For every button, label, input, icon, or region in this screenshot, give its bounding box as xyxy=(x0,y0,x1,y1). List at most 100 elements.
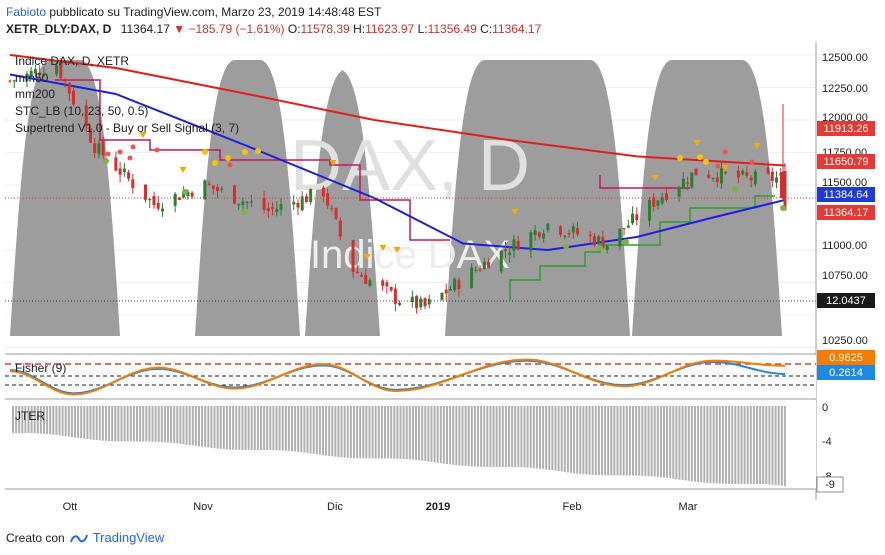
candle-body xyxy=(631,213,635,224)
jter-bar xyxy=(405,406,408,460)
candle-body xyxy=(271,207,275,209)
jter-bar xyxy=(98,406,101,441)
candle-body xyxy=(741,170,745,175)
fisher-pane[interactable] xyxy=(5,355,816,399)
jter-bar xyxy=(520,406,523,468)
candle-body xyxy=(724,172,728,174)
candle-body xyxy=(237,203,241,206)
jter-bar xyxy=(715,406,718,484)
jter-bar xyxy=(666,406,669,478)
jter-bar xyxy=(244,406,247,450)
jter-bar xyxy=(632,406,634,476)
jter-bar xyxy=(436,406,439,463)
jter-bar xyxy=(783,406,786,486)
jter-bar xyxy=(749,406,752,484)
legend: Indice DAX, D, XETR mm50 mm200 STC_LB (1… xyxy=(15,54,239,135)
jter-bar xyxy=(213,406,216,449)
mm200-line xyxy=(9,54,786,167)
candle-body xyxy=(389,287,393,291)
jter-bar xyxy=(362,406,365,459)
time-axis[interactable]: Ott Nov Dic 2019 Feb Mar xyxy=(63,501,698,513)
candle-body xyxy=(190,192,194,197)
candle-body xyxy=(12,80,16,82)
candle-body xyxy=(182,192,186,198)
jter-bar xyxy=(421,406,424,461)
jter-bar xyxy=(343,406,346,458)
signal-dot xyxy=(154,147,160,153)
candle-body xyxy=(216,186,220,191)
jter-bar xyxy=(557,406,560,472)
jter-bar xyxy=(529,406,532,468)
jter-bar xyxy=(380,406,383,459)
candle-body xyxy=(381,280,385,286)
signal-dot xyxy=(780,205,786,211)
jter-bar xyxy=(256,406,259,450)
candle-body xyxy=(118,168,122,175)
jter-bar xyxy=(622,406,625,476)
candle-body xyxy=(753,171,757,185)
candle-body xyxy=(440,292,444,300)
jter-bar xyxy=(585,406,588,475)
jter-bar xyxy=(67,406,70,437)
jter-bar xyxy=(272,406,275,451)
tradingview-brand[interactable]: TradingView xyxy=(92,530,165,545)
candle-body xyxy=(423,298,427,307)
jter-bar xyxy=(36,406,39,434)
jter-bar xyxy=(309,406,312,454)
jter-bar xyxy=(470,406,473,467)
candle-body xyxy=(588,234,592,237)
jter-bar xyxy=(170,406,173,443)
candle-body xyxy=(470,267,474,289)
jter-bar xyxy=(241,406,244,450)
jter-bar xyxy=(291,406,293,452)
jter-bar xyxy=(656,406,659,477)
candle-body xyxy=(59,61,63,79)
price-axis[interactable]: 12500.00 12250.00 12000.00 11750.00 1150… xyxy=(815,42,875,500)
price-change: −185.79 (−1.61%) xyxy=(188,22,285,36)
jter-bar xyxy=(638,406,641,476)
jter-bar xyxy=(132,406,135,442)
jter-bar xyxy=(151,406,154,442)
candle-body xyxy=(478,269,482,271)
price-tick: 10750.00 xyxy=(822,270,868,282)
candle-body xyxy=(29,70,33,77)
jter-bar xyxy=(176,406,179,444)
jter-bar xyxy=(201,406,204,447)
candle-body xyxy=(266,208,270,212)
jter-bar xyxy=(452,406,455,465)
candle-body xyxy=(575,228,579,235)
jter-bar xyxy=(433,406,436,463)
jter-bar xyxy=(461,406,464,466)
price-label-bg xyxy=(817,154,875,169)
candle-body xyxy=(563,235,567,237)
jter-tick: 0 xyxy=(822,402,828,414)
signal-dot xyxy=(623,239,629,245)
jter-bar xyxy=(455,406,458,466)
high-value: 11623.97 xyxy=(365,22,415,36)
candle-body xyxy=(410,296,414,302)
jter-bar xyxy=(117,406,120,442)
jter-bar xyxy=(300,406,303,453)
jter-bar xyxy=(573,406,576,474)
jter-bar xyxy=(712,406,715,484)
price-chart[interactable]: DAX, D Indice DAX Indice DAX, D, XETR mm… xyxy=(0,0,885,520)
jter-bar xyxy=(142,406,145,442)
jter-bar xyxy=(247,406,250,450)
jter-bar xyxy=(588,406,591,475)
candle-body xyxy=(567,233,571,235)
jter-bar xyxy=(219,406,222,449)
jter-bar xyxy=(160,406,163,443)
candle-body xyxy=(546,223,550,231)
signal-dot xyxy=(127,155,133,161)
jter-bar xyxy=(597,406,600,476)
jter-bar xyxy=(111,406,114,442)
jter-bar xyxy=(408,406,411,460)
jter-bar xyxy=(55,406,58,435)
jter-bar xyxy=(89,406,92,440)
author-name[interactable]: Fabioto xyxy=(6,5,47,19)
jter-title: JTER xyxy=(15,409,45,423)
jter-bar xyxy=(442,406,445,464)
candle-body xyxy=(487,261,491,269)
supertrend-down-line xyxy=(55,79,450,241)
fisher-slow-value: 0.2614 xyxy=(829,367,863,379)
